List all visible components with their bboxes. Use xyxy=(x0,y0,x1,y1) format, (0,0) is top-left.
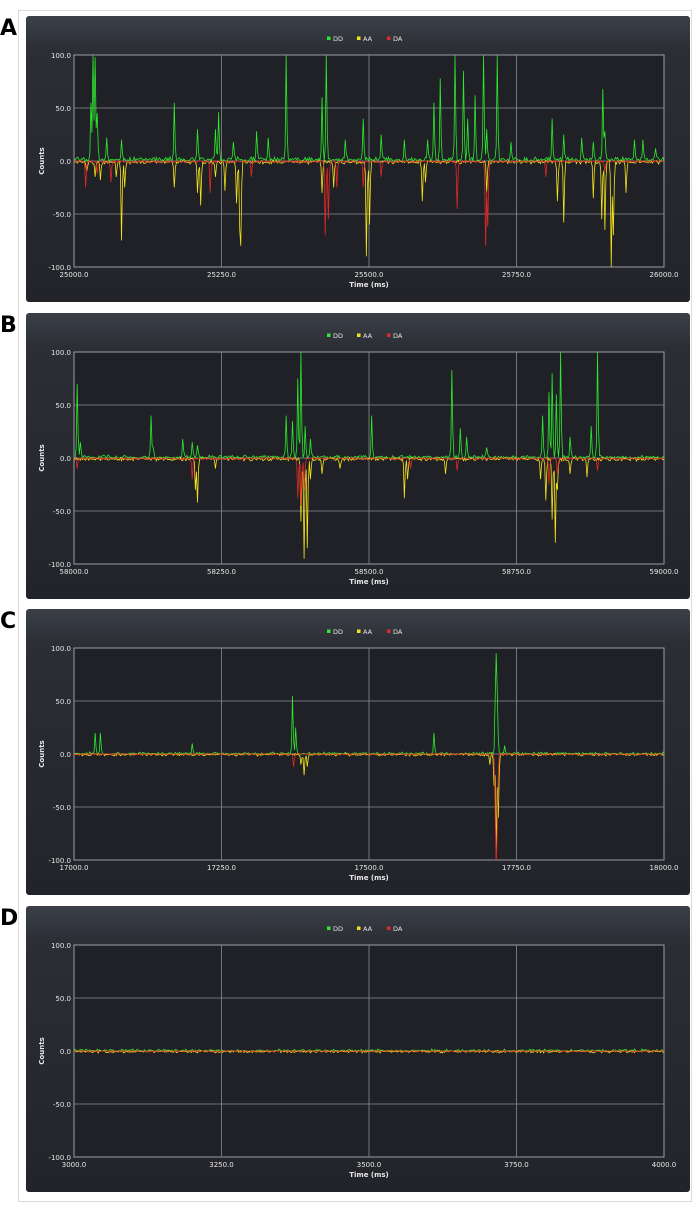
panel-letter-a: A xyxy=(0,16,18,41)
legend-swatch xyxy=(387,333,391,337)
x-tick-label: 17250.0 xyxy=(207,864,236,872)
figure-frame xyxy=(18,10,692,1202)
x-tick-label: 25000.0 xyxy=(60,271,89,279)
legend-swatch xyxy=(357,333,361,337)
legend-label-da: DA xyxy=(393,925,403,933)
grid xyxy=(74,352,664,564)
series-line-da xyxy=(74,1049,664,1053)
series-line-aa xyxy=(74,159,664,267)
x-tick-label: 25250.0 xyxy=(207,271,236,279)
y-tick-label: -100.0 xyxy=(48,1154,71,1162)
y-axis-label: Counts xyxy=(38,740,46,767)
series-line-dd xyxy=(74,352,664,460)
legend-swatch xyxy=(327,629,331,633)
legend-label-aa: AA xyxy=(363,35,373,43)
x-tick-label: 3500.0 xyxy=(357,1161,382,1169)
y-tick-label: -50.0 xyxy=(53,211,71,219)
legend-swatch xyxy=(357,926,361,930)
y-axis-label: Counts xyxy=(38,444,46,471)
y-tick-label: -100.0 xyxy=(48,857,71,865)
x-tick-label: 25750.0 xyxy=(502,271,531,279)
chart-panel-d: 100.0 50.0 0.0 -50.0 -100.0 3000.0 3250.0 3500.… xyxy=(26,906,690,1192)
series-line-da xyxy=(74,456,664,506)
series-line-da xyxy=(74,752,664,860)
y-tick-label: -50.0 xyxy=(53,508,71,516)
y-tick-label: 100.0 xyxy=(51,52,71,60)
series-line-dd xyxy=(74,55,664,163)
legend: DD AA DA xyxy=(327,332,403,340)
y-tick-label: 50.0 xyxy=(55,402,71,410)
legend: DD AA DA xyxy=(327,925,403,933)
y-tick-label: -100.0 xyxy=(48,264,71,272)
legend: DD AA DA xyxy=(327,628,403,636)
legend-label-dd: DD xyxy=(333,332,343,340)
panel-letter-d: D xyxy=(0,906,19,931)
y-tick-label: 100.0 xyxy=(51,942,71,950)
x-tick-label: 59000.0 xyxy=(650,568,679,576)
chart-panel-a: 100.0 50.0 0.0 -50.0 -100.0 25000.0 25250.0 255… xyxy=(26,16,690,302)
x-axis-label: Time (ms) xyxy=(349,281,389,289)
y-tick-label: 50.0 xyxy=(55,105,71,113)
x-tick-label: 3750.0 xyxy=(504,1161,529,1169)
legend-swatch xyxy=(327,333,331,337)
legend-swatch xyxy=(357,36,361,40)
x-tick-label: 58750.0 xyxy=(502,568,531,576)
x-tick-label: 17750.0 xyxy=(502,864,531,872)
y-tick-label: 50.0 xyxy=(55,995,71,1003)
legend-label-dd: DD xyxy=(333,35,343,43)
legend-swatch xyxy=(327,926,331,930)
x-tick-label: 4000.0 xyxy=(652,1161,677,1169)
legend-label-aa: AA xyxy=(363,925,373,933)
legend-label-da: DA xyxy=(393,332,403,340)
x-axis-label: Time (ms) xyxy=(349,874,389,882)
legend-swatch xyxy=(387,926,391,930)
x-tick-label: 3000.0 xyxy=(62,1161,87,1169)
x-tick-label: 3250.0 xyxy=(209,1161,234,1169)
legend-swatch xyxy=(387,36,391,40)
legend-swatch xyxy=(387,629,391,633)
legend-label-aa: AA xyxy=(363,332,373,340)
x-tick-label: 58250.0 xyxy=(207,568,236,576)
y-tick-label: -100.0 xyxy=(48,561,71,569)
y-tick-label: 0.0 xyxy=(60,751,71,759)
y-axis-label: Counts xyxy=(38,147,46,174)
legend-label-da: DA xyxy=(393,628,403,636)
legend-label-aa: AA xyxy=(363,628,373,636)
chart-panel-c: 100.0 50.0 0.0 -50.0 -100.0 17000.0 17250.0 175… xyxy=(26,609,690,895)
x-tick-label: 17500.0 xyxy=(355,864,384,872)
legend-swatch xyxy=(357,629,361,633)
x-tick-label: 17000.0 xyxy=(60,864,89,872)
y-tick-label: 100.0 xyxy=(51,645,71,653)
chart-panel-b: 100.0 50.0 0.0 -50.0 -100.0 58000.0 58250.0 585… xyxy=(26,313,690,599)
legend-label-da: DA xyxy=(393,35,403,43)
y-tick-label: -50.0 xyxy=(53,804,71,812)
y-tick-label: 0.0 xyxy=(60,455,71,463)
legend-swatch xyxy=(327,36,331,40)
x-tick-label: 26000.0 xyxy=(650,271,679,279)
y-axis-label: Counts xyxy=(38,1037,46,1064)
legend-label-dd: DD xyxy=(333,925,343,933)
panel-letter-b: B xyxy=(0,313,17,338)
y-tick-label: 0.0 xyxy=(60,1048,71,1056)
x-axis-label: Time (ms) xyxy=(349,1171,389,1179)
y-tick-label: -50.0 xyxy=(53,1101,71,1109)
series-line-da xyxy=(74,159,664,246)
legend-label-dd: DD xyxy=(333,628,343,636)
y-tick-label: 50.0 xyxy=(55,698,71,706)
x-tick-label: 58500.0 xyxy=(355,568,384,576)
panel-letter-c: C xyxy=(0,609,17,634)
series-line-aa xyxy=(74,456,664,559)
x-tick-label: 58000.0 xyxy=(60,568,89,576)
x-axis-label: Time (ms) xyxy=(349,578,389,586)
legend: DD AA DA xyxy=(327,35,403,43)
y-tick-label: 100.0 xyxy=(51,349,71,357)
x-tick-label: 18000.0 xyxy=(650,864,679,872)
x-tick-label: 25500.0 xyxy=(355,271,384,279)
y-tick-label: 0.0 xyxy=(60,158,71,166)
